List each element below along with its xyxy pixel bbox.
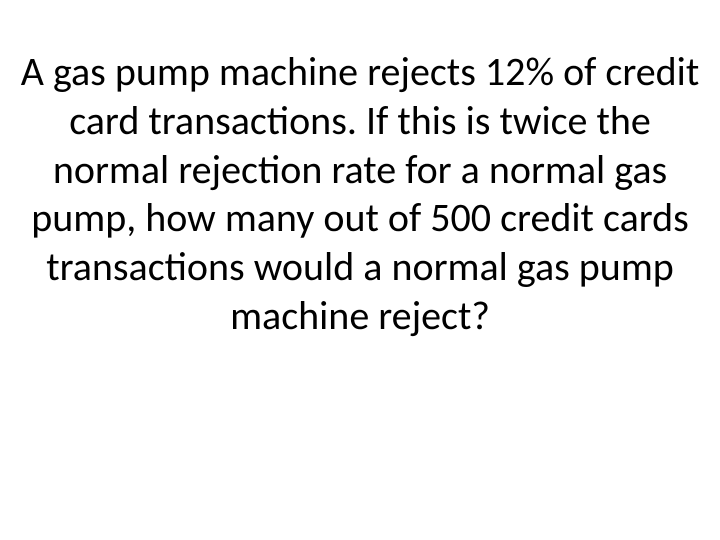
question-text: A gas pump machine rejects 12% of credit… — [20, 48, 700, 341]
slide-container: A gas pump machine rejects 12% of credit… — [0, 0, 720, 540]
